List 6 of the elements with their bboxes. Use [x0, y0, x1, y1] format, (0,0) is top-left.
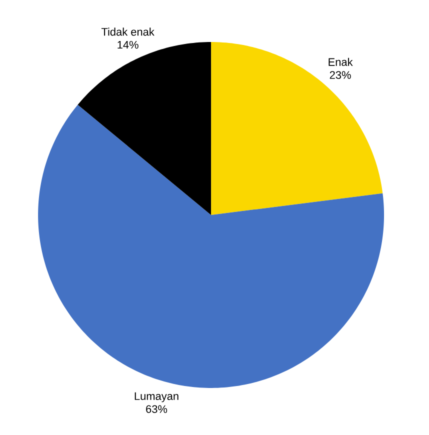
data-label: 63% — [146, 405, 168, 413]
slice-label: Lumayan — [134, 392, 178, 402]
slice-label: Tidak enak — [101, 28, 154, 36]
slice-label: Enak — [328, 58, 353, 66]
data-label: 23% — [330, 71, 351, 79]
data-label: 14% — [118, 40, 138, 49]
